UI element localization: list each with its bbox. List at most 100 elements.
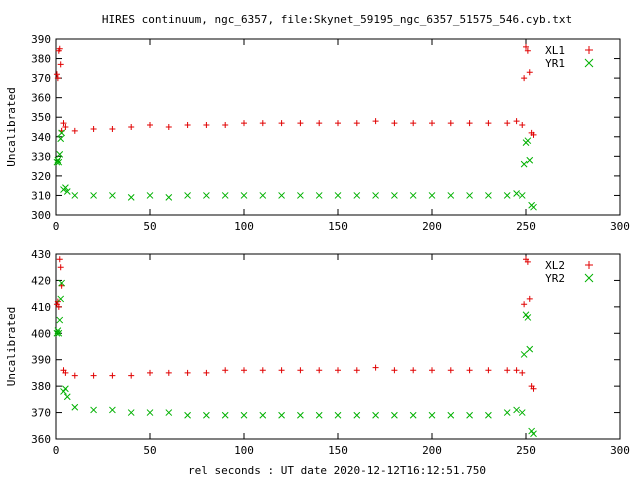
data-point [519, 369, 526, 376]
data-point [57, 264, 64, 271]
y-tick-label: 410 [31, 301, 51, 314]
data-point [71, 403, 79, 411]
data-point [521, 75, 528, 82]
x-tick-label: 150 [328, 444, 348, 457]
data-point [523, 43, 529, 50]
data-point [184, 192, 191, 199]
data-point [353, 120, 360, 127]
data-point [240, 192, 248, 199]
data-point [56, 151, 64, 158]
data-point [391, 120, 398, 127]
data-point [520, 351, 528, 358]
data-point [391, 411, 398, 419]
data-point [504, 367, 511, 374]
y-tick-label: 330 [31, 150, 51, 163]
data-point [485, 411, 492, 419]
data-point [62, 369, 69, 376]
data-point [485, 192, 492, 199]
data-point [524, 258, 531, 265]
data-point [57, 135, 65, 143]
data-point [518, 409, 526, 416]
data-point [278, 120, 285, 127]
data-point [57, 295, 65, 303]
data-point [485, 120, 492, 127]
data-point [391, 192, 398, 199]
data-point [55, 329, 63, 337]
data-point [90, 125, 97, 132]
data-point [353, 411, 361, 419]
data-point [146, 409, 154, 416]
data-point [353, 367, 360, 374]
y-tick-label: 400 [31, 327, 51, 340]
data-point [62, 124, 69, 130]
x-tick-label: 200 [422, 220, 442, 233]
data-point [409, 192, 417, 199]
data-point [109, 192, 116, 199]
x-tick-label: 300 [610, 220, 630, 233]
data-point [519, 122, 526, 129]
data-point [165, 124, 172, 130]
data-point [54, 156, 62, 164]
data-point [372, 364, 379, 371]
data-point [513, 190, 520, 197]
data-point [278, 192, 285, 199]
legend-marker [585, 261, 593, 269]
data-point [55, 158, 63, 166]
y-tick-label: 370 [31, 72, 51, 85]
data-point [526, 295, 533, 302]
data-point [165, 369, 172, 376]
data-point [447, 367, 454, 374]
data-point [203, 369, 210, 376]
plot-border [55, 253, 621, 440]
data-point [513, 406, 520, 414]
series-yr2 [53, 279, 537, 438]
data-point [503, 192, 511, 199]
data-point [71, 372, 78, 379]
data-point [316, 367, 323, 374]
data-point [335, 120, 341, 127]
data-point [259, 411, 267, 419]
data-point [109, 372, 116, 379]
data-point [335, 367, 341, 374]
data-point [524, 47, 531, 54]
data-point [128, 372, 135, 379]
data-point [521, 301, 528, 308]
data-point [410, 367, 417, 374]
top-plot-panel: 0 50 100 150 200 250 300 300 310 320 330 340 350 360 3… [5, 33, 630, 233]
data-point [54, 75, 61, 82]
plot-border [55, 38, 621, 216]
data-point [222, 122, 229, 129]
data-point [447, 120, 454, 127]
data-point [63, 188, 71, 195]
x-tick-label: 50 [143, 220, 156, 233]
y-tick-label: 320 [31, 170, 51, 183]
data-point [334, 411, 342, 419]
data-point [297, 367, 304, 374]
data-point [334, 192, 342, 199]
data-point [53, 158, 61, 166]
data-point [530, 385, 537, 392]
data-point [503, 409, 511, 416]
data-point [447, 192, 455, 199]
data-point [466, 411, 473, 419]
x-tick-label: 200 [422, 444, 442, 457]
series-xl2 [53, 256, 537, 392]
data-point [526, 345, 534, 353]
data-point [524, 137, 532, 145]
data-point [203, 411, 210, 419]
data-point [372, 192, 379, 199]
data-point [466, 367, 473, 374]
data-point [513, 367, 520, 374]
data-point [71, 127, 78, 134]
data-point [259, 367, 266, 374]
series-xl1 [53, 43, 537, 138]
legend-marker [585, 46, 593, 54]
data-point [315, 192, 323, 199]
y-tick-label: 310 [31, 189, 51, 202]
series-yr1 [53, 129, 537, 211]
y-tick-label: 340 [31, 131, 51, 144]
data-point [447, 411, 455, 419]
y-axis-label: Uncalibrated [5, 307, 18, 386]
data-point [485, 367, 492, 374]
data-point [165, 194, 173, 201]
